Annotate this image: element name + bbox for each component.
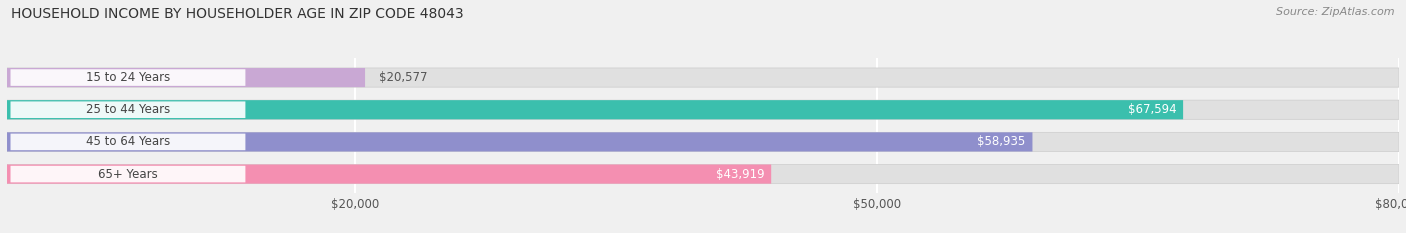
Text: $67,594: $67,594 <box>1128 103 1177 116</box>
FancyBboxPatch shape <box>10 166 246 182</box>
Text: $58,935: $58,935 <box>977 135 1025 148</box>
Text: $20,577: $20,577 <box>380 71 427 84</box>
FancyBboxPatch shape <box>7 68 1399 87</box>
FancyBboxPatch shape <box>7 132 1032 151</box>
Text: $43,919: $43,919 <box>716 168 765 181</box>
Text: Source: ZipAtlas.com: Source: ZipAtlas.com <box>1277 7 1395 17</box>
Text: 65+ Years: 65+ Years <box>98 168 157 181</box>
FancyBboxPatch shape <box>7 164 770 184</box>
Text: 15 to 24 Years: 15 to 24 Years <box>86 71 170 84</box>
FancyBboxPatch shape <box>7 100 1182 119</box>
FancyBboxPatch shape <box>7 100 1399 119</box>
Text: 45 to 64 Years: 45 to 64 Years <box>86 135 170 148</box>
FancyBboxPatch shape <box>7 164 1399 184</box>
FancyBboxPatch shape <box>10 101 246 118</box>
FancyBboxPatch shape <box>7 132 1399 151</box>
FancyBboxPatch shape <box>10 69 246 86</box>
Text: 25 to 44 Years: 25 to 44 Years <box>86 103 170 116</box>
FancyBboxPatch shape <box>10 134 246 150</box>
FancyBboxPatch shape <box>7 68 366 87</box>
Text: HOUSEHOLD INCOME BY HOUSEHOLDER AGE IN ZIP CODE 48043: HOUSEHOLD INCOME BY HOUSEHOLDER AGE IN Z… <box>11 7 464 21</box>
